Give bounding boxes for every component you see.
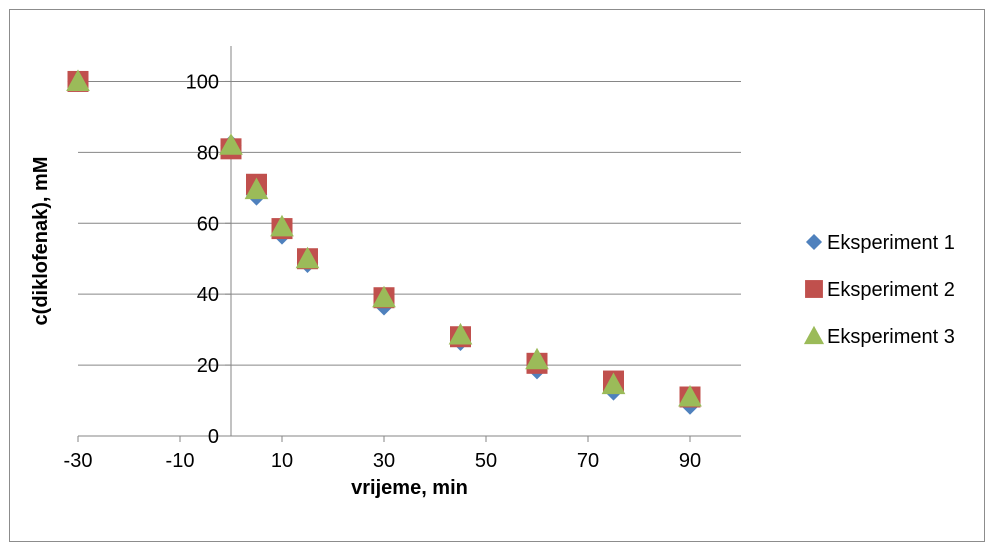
legend-marker-series-3 xyxy=(803,325,825,345)
data-point-series-3 xyxy=(448,322,473,345)
y-tick-label: 100 xyxy=(186,71,219,93)
legend: Eksperiment 1 Eksperiment 2 Eksperiment 3 xyxy=(803,232,955,348)
y-tick-label: 80 xyxy=(197,142,219,164)
y-axis-title: c(diklofenak), mM xyxy=(30,157,52,326)
data-point-series-3 xyxy=(219,133,243,155)
x-tick-label: 70 xyxy=(577,450,599,472)
data-markers xyxy=(66,69,702,415)
data-point-series-3 xyxy=(244,177,269,200)
x-tick-label: 30 xyxy=(373,450,395,472)
legend-label-series-2: Eksperiment 2 xyxy=(827,279,955,301)
legend-marker-series-1 xyxy=(805,233,823,251)
data-point-series-3 xyxy=(295,246,320,269)
legend-label-series-1: Eksperiment 1 xyxy=(827,232,955,254)
x-tick-label: -10 xyxy=(166,450,195,472)
axes xyxy=(77,46,741,442)
y-tick-label: 20 xyxy=(197,355,219,377)
data-point-series-3 xyxy=(678,384,702,407)
x-tick-label: -30 xyxy=(64,450,93,472)
y-tick-label: 0 xyxy=(208,426,219,448)
legend-label-series-3: Eksperiment 3 xyxy=(827,326,955,348)
tick-labels: -30 -10 10 30 50 70 90 0 20 40 60 80 100 xyxy=(64,71,702,472)
data-point-series-3 xyxy=(372,285,396,308)
data-point-series-3 xyxy=(525,347,549,370)
chart-frame xyxy=(9,9,985,542)
data-point-series-3 xyxy=(66,69,90,91)
x-tick-label: 90 xyxy=(679,450,701,472)
legend-marker-series-2 xyxy=(805,280,823,298)
y-tick-label: 60 xyxy=(197,213,219,235)
x-tick-label: 50 xyxy=(475,450,497,472)
x-axis-title: vrijeme, min xyxy=(351,477,468,499)
data-point-series-3 xyxy=(601,372,626,395)
data-point-series-3 xyxy=(270,214,294,237)
x-tick-label: 10 xyxy=(271,450,293,472)
gridlines xyxy=(78,80,741,366)
y-tick-label: 40 xyxy=(197,284,219,306)
